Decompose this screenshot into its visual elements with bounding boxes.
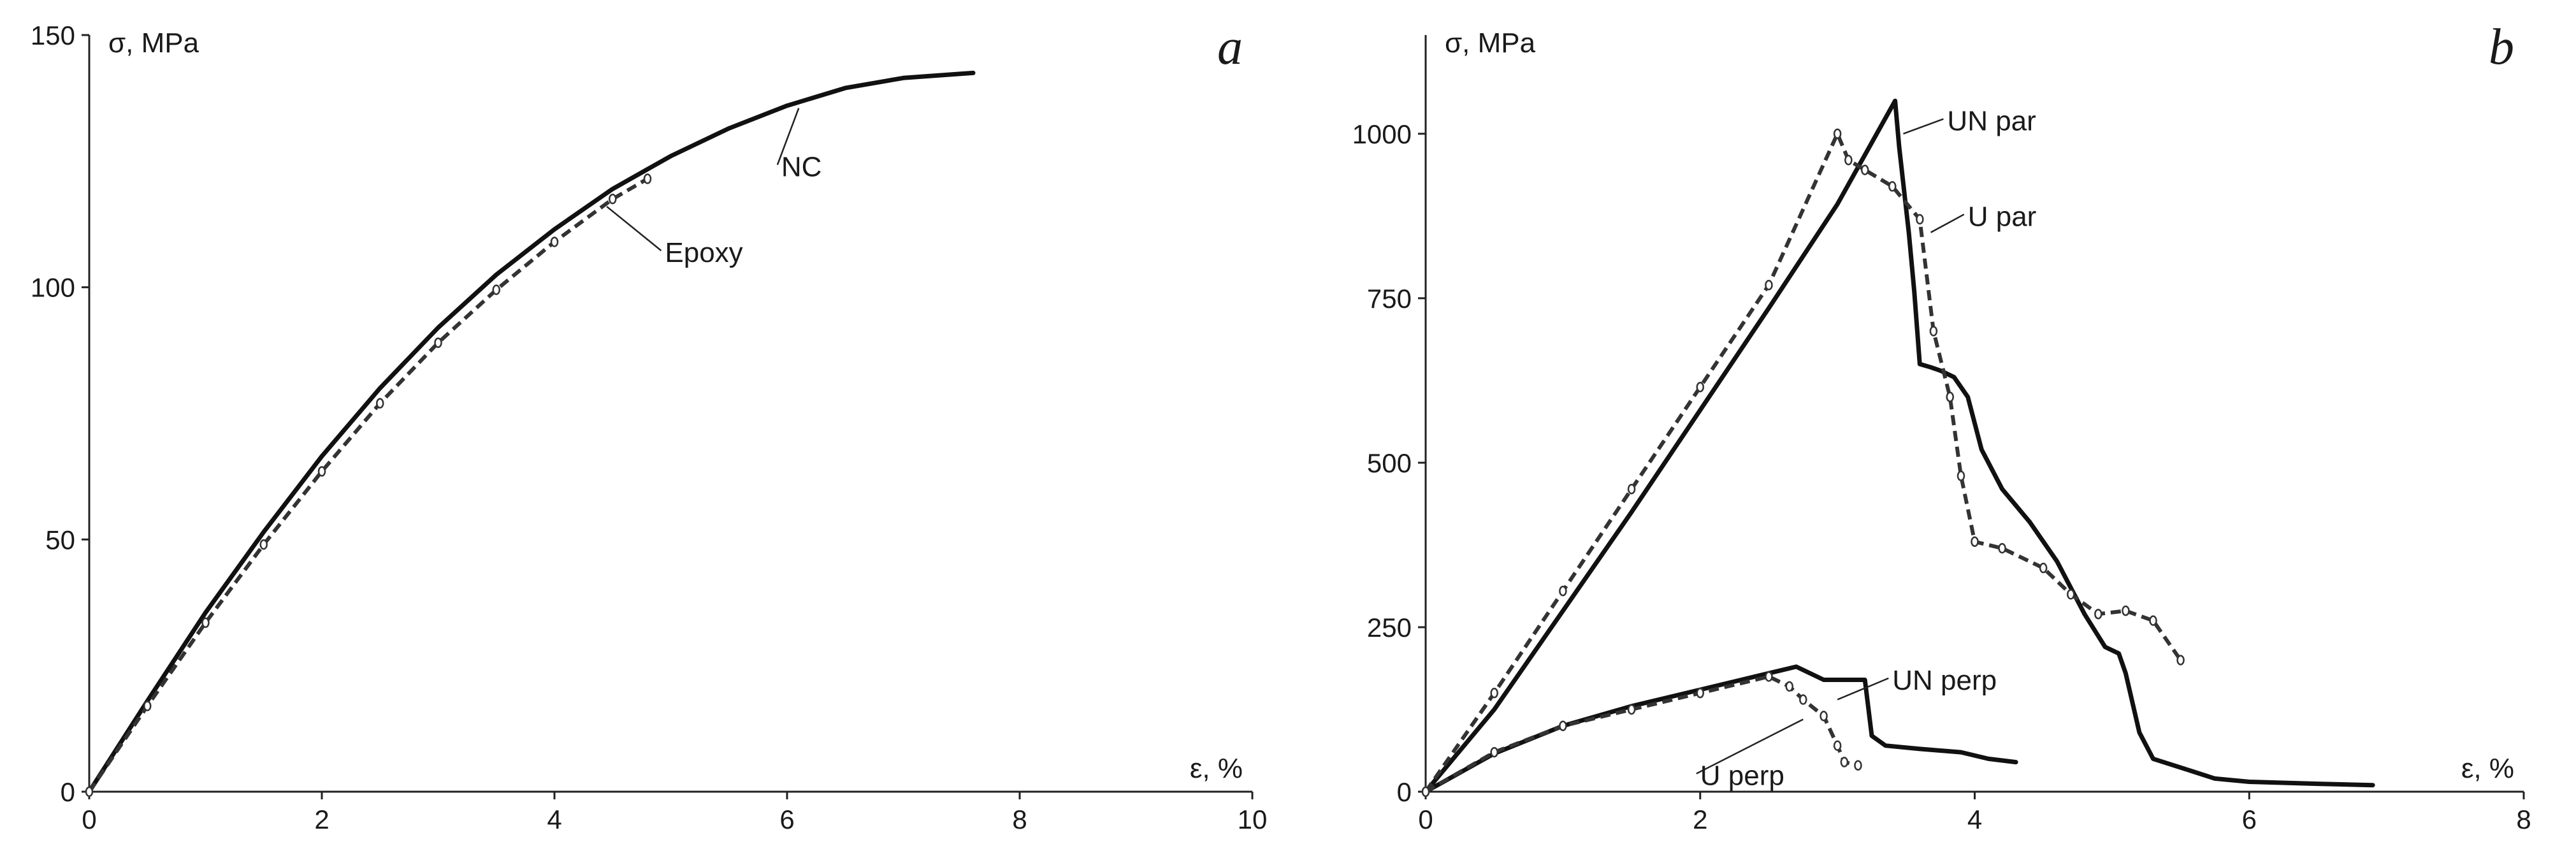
series-u-perp-point — [1559, 720, 1567, 732]
series-u-par-point — [2149, 615, 2157, 626]
series-nc-line — [87, 70, 976, 794]
panel-b-x-tick-label: 6 — [2242, 804, 2257, 834]
annotation-un-par-leader — [1903, 118, 1944, 134]
series-epoxy-line — [87, 177, 649, 793]
panel-b-x-tick-label: 0 — [1418, 804, 1433, 834]
panel-a-x-tick-label: 4 — [547, 804, 561, 834]
annotation-nc-leader — [776, 108, 800, 166]
panel-a-x-tick-label: 8 — [1012, 804, 1027, 834]
series-u-par-point — [2039, 562, 2048, 574]
panel-a-x-tick-label: 6 — [779, 804, 794, 834]
series-u-perp-point — [1820, 711, 1828, 722]
series-u-par-point — [2094, 609, 2102, 620]
series-epoxy-point — [85, 786, 94, 797]
panel-b-x-tick-label: 4 — [1967, 804, 1982, 834]
series-u-par-point — [1998, 542, 2006, 554]
series-u-par-point — [1559, 585, 1567, 597]
annotation-un-perp-leader — [1837, 677, 1889, 701]
series-epoxy-point — [550, 236, 559, 247]
series-u-perp-point — [1696, 687, 1704, 699]
series-u-par-point — [1765, 279, 1773, 291]
series-u-perp-point — [1799, 694, 1807, 705]
panel-b-y-tick-label: 0 — [1397, 777, 1412, 807]
panel-a-letter: a — [1217, 19, 1243, 75]
series-epoxy-point — [143, 701, 152, 711]
series-u-perp-point — [1765, 671, 1773, 682]
panel-b: 0 2 4 6 8 0 250 500 750 1000 σ, MPa ε, % b UN par U pa… — [1352, 19, 2531, 834]
panel-b-letter: b — [2489, 19, 2514, 75]
annotation-un-perp-label: UN perp — [1892, 665, 1997, 696]
series-u-par-point — [1833, 128, 1842, 140]
series-u-par-point — [1971, 536, 1979, 548]
series-u-perp-point — [1490, 746, 1498, 758]
series-u-perp-point — [1833, 740, 1842, 751]
series-epoxy-point — [317, 466, 326, 477]
series-u-perp-point — [1627, 704, 1636, 715]
panel-b-y-tick-label: 1000 — [1352, 119, 1412, 149]
panel-a-y-tick-label: 50 — [45, 525, 75, 555]
panel-a-y-tick-label: 0 — [61, 777, 75, 807]
panel-a-y-tick-label: 100 — [31, 273, 75, 303]
series-u-par-point — [1946, 391, 1954, 402]
panel-a-y-tick-label: 150 — [31, 20, 75, 50]
series-epoxy-point — [492, 284, 500, 295]
annotation-epoxy-label: Epoxy — [665, 237, 742, 268]
series-u-par-point — [2067, 589, 2075, 600]
annotation-u-perp-leader — [1696, 718, 1804, 774]
series-u-perp-point — [1421, 786, 1430, 797]
panel-a-x-tick-label: 0 — [82, 804, 96, 834]
panel-b-y-tick-label: 750 — [1367, 284, 1412, 314]
panel-a-y-axis-title: σ, MPa — [108, 27, 199, 59]
series-epoxy-point — [609, 193, 617, 205]
series-u-par-point — [1844, 154, 1853, 166]
series-epoxy-point — [643, 173, 652, 184]
series-u-par-point — [1490, 687, 1498, 699]
annotation-un-par-label: UN par — [1947, 106, 2036, 137]
series-epoxy-point — [201, 617, 210, 629]
annotation-u-par-leader — [1930, 214, 1965, 233]
annotation-u-perp-label: U perp — [1700, 760, 1784, 792]
panel-a-x-tick-label: 10 — [1238, 804, 1268, 834]
panel-b-y-tick-label: 250 — [1367, 613, 1412, 643]
series-u-par-point — [1860, 164, 1869, 175]
series-u-par-point — [2176, 655, 2185, 665]
series-u-perp-point — [1785, 681, 1793, 692]
panel-b-x-tick-label: 8 — [2516, 804, 2531, 834]
panel-a-x-axis-title: ε, % — [1190, 753, 1243, 784]
series-u-par-point — [1929, 326, 1938, 337]
series-u-par-line — [1424, 131, 2183, 793]
panel-b-y-axis-title: σ, MPa — [1445, 27, 1536, 59]
annotation-u-par-label: U par — [1968, 201, 2037, 232]
series-u-perp-point — [1854, 760, 1862, 771]
series-u-par-point — [1916, 214, 1924, 225]
panel-a-x-tick-label: 2 — [314, 804, 329, 834]
panel-b-x-tick-label: 2 — [1693, 804, 1707, 834]
series-u-par-point — [1696, 381, 1704, 393]
annotation-nc-label: NC — [781, 152, 822, 183]
series-u-par-point — [1888, 181, 1897, 192]
series-u-perp-point — [1840, 757, 1849, 767]
annotation-epoxy-leader — [606, 206, 662, 252]
series-epoxy-point — [376, 398, 384, 409]
series-u-par-point — [1957, 470, 1965, 481]
series-epoxy-point — [434, 337, 442, 348]
panel-b-y-tick-label: 500 — [1367, 448, 1412, 478]
panel-b-x-axis-title: ε, % — [2461, 753, 2514, 784]
series-u-par-point — [1627, 483, 1636, 495]
series-u-par-point — [2122, 605, 2130, 616]
series-un-par-line — [1423, 98, 2375, 794]
series-epoxy-point — [259, 539, 268, 550]
